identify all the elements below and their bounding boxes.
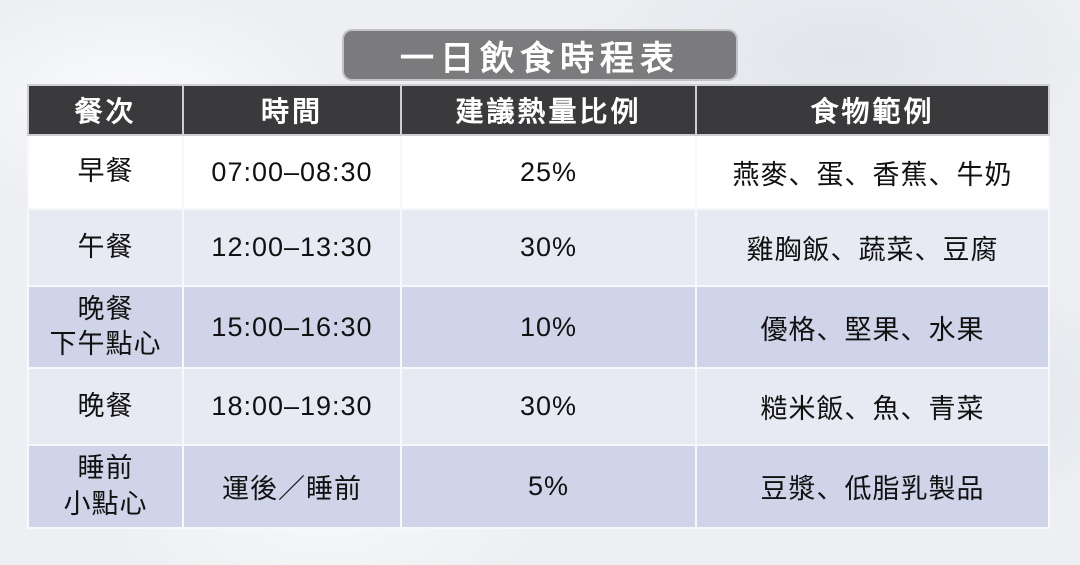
header-cell-meal: 餐次 [27,84,184,136]
meal-cell: 午餐 [27,208,184,287]
table-row: 午餐 12:00–13:30 30% 雞胸飯、蔬菜、豆腐 [27,208,1050,287]
schedule-table: 餐次 時間 建議熱量比例 食物範例 早餐 07:00–08:30 25% 燕麥、… [27,84,1050,529]
ratio-cell: 10% [400,285,697,369]
foods-cell: 優格、堅果、水果 [695,285,1050,369]
meal-cell: 睡前 小點心 [27,444,184,529]
table-row: 早餐 07:00–08:30 25% 燕麥、蛋、香蕉、牛奶 [27,134,1050,210]
foods-cell: 糙米飯、魚、青菜 [695,367,1050,446]
foods-cell: 雞胸飯、蔬菜、豆腐 [695,208,1050,287]
time-cell: 運後／睡前 [182,444,402,529]
title-badge: 一日飲食時程表 [342,29,738,81]
foods-cell: 豆漿、低脂乳製品 [695,444,1050,529]
time-cell: 18:00–19:30 [182,367,402,446]
table-row: 晚餐 下午點心 15:00–16:30 10% 優格、堅果、水果 [27,285,1050,369]
time-cell: 15:00–16:30 [182,285,402,369]
header-cell-foods: 食物範例 [695,84,1050,136]
time-cell: 12:00–13:30 [182,208,402,287]
table-row: 晚餐 18:00–19:30 30% 糙米飯、魚、青菜 [27,367,1050,446]
header-cell-ratio: 建議熱量比例 [400,84,697,136]
ratio-cell: 30% [400,208,697,287]
meal-cell: 早餐 [27,134,184,210]
meal-cell: 晚餐 [27,367,184,446]
header-cell-time: 時間 [182,84,402,136]
header-row: 餐次 時間 建議熱量比例 食物範例 [27,84,1050,136]
page-title: 一日飲食時程表 [400,39,680,78]
table-row: 睡前 小點心 運後／睡前 5% 豆漿、低脂乳製品 [27,444,1050,529]
foods-cell: 燕麥、蛋、香蕉、牛奶 [695,134,1050,210]
ratio-cell: 30% [400,367,697,446]
ratio-cell: 5% [400,444,697,529]
meal-cell: 晚餐 下午點心 [27,285,184,369]
ratio-cell: 25% [400,134,697,210]
time-cell: 07:00–08:30 [182,134,402,210]
